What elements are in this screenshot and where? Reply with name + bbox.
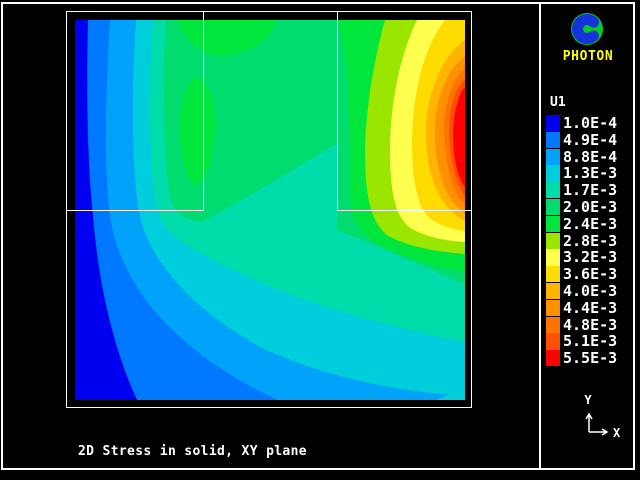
legend-row: 1.3E-3 <box>546 165 617 182</box>
contour-band-2.4e-3-top <box>176 20 277 57</box>
legend-row: 2.4E-3 <box>546 214 618 233</box>
legend-swatch <box>546 316 560 333</box>
legend-value: 3.2E-3 <box>563 248 618 267</box>
photon-logo-icon <box>571 13 603 45</box>
legend-value: 1.3E-3 <box>563 164 618 183</box>
legend-swatch <box>546 131 560 148</box>
legend-row: 4.8E-3 <box>546 315 618 334</box>
legend-swatch <box>546 249 560 266</box>
contour-band-4.9e-4 <box>75 20 278 400</box>
legend-value: 5.5E-3 <box>563 349 618 368</box>
legend-row: 8.8E-4 <box>546 147 618 166</box>
legend-row: 4.9E-4 <box>546 130 618 149</box>
legend-swatch <box>546 148 560 165</box>
legend-swatch <box>546 182 560 199</box>
contour-band-2.4e-3-blob <box>180 76 216 186</box>
legend-swatch <box>546 215 560 232</box>
legend-row: 1.0E-4 <box>546 115 617 132</box>
legend-row: 2.0E-3 <box>546 199 617 216</box>
contour-plot <box>75 20 465 400</box>
contour-band-1.3e-3-corner <box>437 387 465 400</box>
legend-value: 2.0E-3 <box>563 197 618 216</box>
legend-value: 3.6E-3 <box>563 265 618 284</box>
legend-swatch <box>546 165 560 182</box>
legend-value: 2.8E-3 <box>563 231 618 250</box>
legend-value: 4.9E-4 <box>563 130 618 149</box>
legend-swatch <box>546 299 560 316</box>
legend-value: 2.4E-3 <box>563 214 618 233</box>
legend-swatch <box>546 350 560 367</box>
legend-value: 4.0E-3 <box>563 281 618 300</box>
logo-c-glyph <box>572 13 602 44</box>
legend-value: 4.4E-3 <box>563 298 618 317</box>
photon-logo-label: PHOTON <box>562 49 614 64</box>
legend-title: U1 <box>550 95 566 110</box>
legend-row: 4.4E-3 <box>546 298 618 317</box>
outer-border <box>1 2 635 470</box>
legend-value: 4.8E-3 <box>563 315 618 334</box>
legend-swatch <box>546 232 560 249</box>
legend-row: 1.7E-3 <box>546 182 617 199</box>
legend-row: 5.5E-3 <box>546 350 617 367</box>
plot-frame <box>66 11 472 408</box>
legend-value: 5.1E-3 <box>563 332 618 351</box>
y-axis-arrow <box>585 412 593 432</box>
legend-row: 5.1E-3 <box>546 333 617 350</box>
legend-row: 3.2E-3 <box>546 249 617 266</box>
x-axis-label: X <box>613 426 621 440</box>
legend-swatch <box>546 115 560 132</box>
axis-arrows <box>585 412 609 436</box>
legend-swatch <box>546 198 560 216</box>
x-axis-arrow <box>589 428 609 436</box>
legend-swatch <box>546 266 560 283</box>
legend-row: 4.0E-3 <box>546 283 617 300</box>
legend-row: 2.8E-3 <box>546 231 618 250</box>
caption: 2D Stress in solid, XY plane <box>78 444 307 459</box>
y-axis-label: Y <box>584 393 592 407</box>
legend-swatch <box>546 282 560 300</box>
legend-value: 1.7E-3 <box>563 181 618 200</box>
contour-band-5.5e-3-core <box>453 87 465 187</box>
axis-triad: Y X <box>584 393 621 440</box>
legend-value: 1.0E-4 <box>563 114 618 132</box>
contour-band-1.0e-4 <box>75 20 137 400</box>
legend-swatch <box>546 333 560 350</box>
legend-value: 8.8E-4 <box>563 147 618 166</box>
panel-divider <box>539 2 541 470</box>
legend: 1.0E-4 4.9E-4 8.8E-4 1.3E-3 1.7E-3 <box>546 115 617 367</box>
legend-row: 3.6E-3 <box>546 266 617 283</box>
